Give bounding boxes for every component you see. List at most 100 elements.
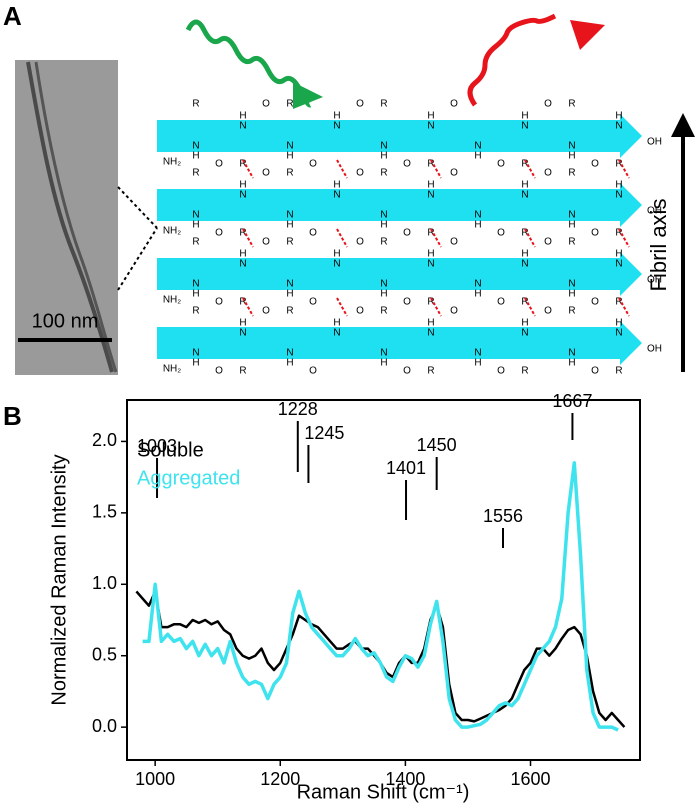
- atom-label: O: [497, 297, 505, 308]
- atom-label: N: [239, 328, 246, 339]
- atom-label: N: [521, 259, 528, 270]
- atom-label: O: [215, 297, 223, 308]
- atom-label: O: [309, 228, 317, 239]
- atom-label: N: [568, 210, 575, 221]
- atom-label: O: [403, 366, 411, 377]
- scale-bar-label: 100 nm: [32, 310, 99, 332]
- atom-label: N: [333, 190, 340, 201]
- atom-label: R: [192, 306, 199, 317]
- x-tick-label: 1600: [510, 769, 550, 789]
- y-tick-label: 2.0: [92, 430, 117, 450]
- h-bond: [242, 228, 254, 248]
- c-terminus: OH: [647, 137, 662, 148]
- atom-label: N: [192, 348, 199, 359]
- atom-label: N: [286, 279, 293, 290]
- atom-label: H: [286, 151, 293, 162]
- atom-label: O: [309, 297, 317, 308]
- y-axis-label: Normalized Raman Intensity: [48, 454, 70, 705]
- atom-label: H: [239, 111, 246, 122]
- atom-label: R: [286, 237, 293, 248]
- atom-label: R: [568, 237, 575, 248]
- atom-label: R: [239, 297, 246, 308]
- peak-label: 1450: [417, 435, 457, 455]
- atom-label: H: [615, 318, 622, 329]
- atom-label: H: [521, 111, 528, 122]
- atom-label: R: [192, 168, 199, 179]
- atom-label: N: [474, 348, 481, 359]
- atom-label: H: [427, 180, 434, 191]
- atom-label: R: [286, 306, 293, 317]
- x-tick-label: 1400: [385, 769, 425, 789]
- atom-label: H: [192, 289, 199, 300]
- atom-label: N: [380, 348, 387, 359]
- h-bond: [618, 159, 630, 179]
- strand-arrow: [157, 252, 642, 296]
- atom-label: O: [403, 159, 411, 170]
- h-bond: [242, 297, 254, 317]
- atom-label: O: [497, 228, 505, 239]
- atom-label: N: [615, 121, 622, 132]
- strand-arrow: [157, 183, 642, 227]
- atom-label: O: [544, 306, 552, 317]
- h-bond: [524, 228, 536, 248]
- atom-label: H: [239, 180, 246, 191]
- atom-label: N: [239, 190, 246, 201]
- peak-label: 1228: [278, 399, 318, 419]
- atom-label: N: [192, 210, 199, 221]
- x-tick-label: 1000: [135, 769, 175, 789]
- atom-label: N: [380, 279, 387, 290]
- c-terminus: OH: [647, 344, 662, 355]
- atom-label: O: [262, 306, 270, 317]
- atom-label: H: [286, 358, 293, 369]
- atom-label: R: [286, 99, 293, 110]
- atom-label: O: [591, 228, 599, 239]
- atom-label: N: [286, 210, 293, 221]
- atom-label: R: [568, 306, 575, 317]
- atom-label: H: [192, 151, 199, 162]
- panel-label: B: [3, 401, 22, 431]
- atom-label: H: [333, 318, 340, 329]
- atom-label: R: [380, 168, 387, 179]
- panel-label: A: [3, 1, 22, 31]
- atom-label: O: [497, 159, 505, 170]
- atom-label: R: [521, 159, 528, 170]
- y-tick-label: 0.5: [92, 644, 117, 664]
- atom-label: H: [380, 151, 387, 162]
- atom-label: H: [474, 289, 481, 300]
- atom-label: N: [333, 328, 340, 339]
- atom-label: O: [591, 297, 599, 308]
- atom-label: O: [215, 228, 223, 239]
- atom-label: R: [568, 168, 575, 179]
- atom-label: H: [192, 220, 199, 231]
- atom-label: N: [286, 348, 293, 359]
- atom-label: R: [427, 297, 434, 308]
- h-bond: [242, 159, 254, 179]
- zoom-line: [117, 227, 158, 291]
- h-bond: [618, 228, 630, 248]
- atom-label: H: [474, 220, 481, 231]
- atom-label: O: [262, 99, 270, 110]
- zoom-line: [117, 186, 158, 229]
- atom-label: H: [192, 358, 199, 369]
- atom-label: H: [333, 111, 340, 122]
- atom-label: O: [356, 168, 364, 179]
- atom-label: N: [568, 348, 575, 359]
- atom-label: H: [333, 180, 340, 191]
- atom-label: N: [615, 259, 622, 270]
- h-bond: [430, 228, 442, 248]
- atom-label: N: [568, 279, 575, 290]
- scattered-arrowhead: [570, 20, 605, 50]
- atom-label: R: [239, 228, 246, 239]
- atom-label: H: [568, 151, 575, 162]
- atom-label: H: [239, 249, 246, 260]
- atom-label: N: [239, 259, 246, 270]
- atom-label: R: [615, 297, 622, 308]
- atom-label: R: [380, 306, 387, 317]
- scattered-photon: [467, 13, 557, 107]
- atom-label: O: [544, 237, 552, 248]
- atom-label: O: [544, 99, 552, 110]
- strand-arrow: [157, 114, 642, 158]
